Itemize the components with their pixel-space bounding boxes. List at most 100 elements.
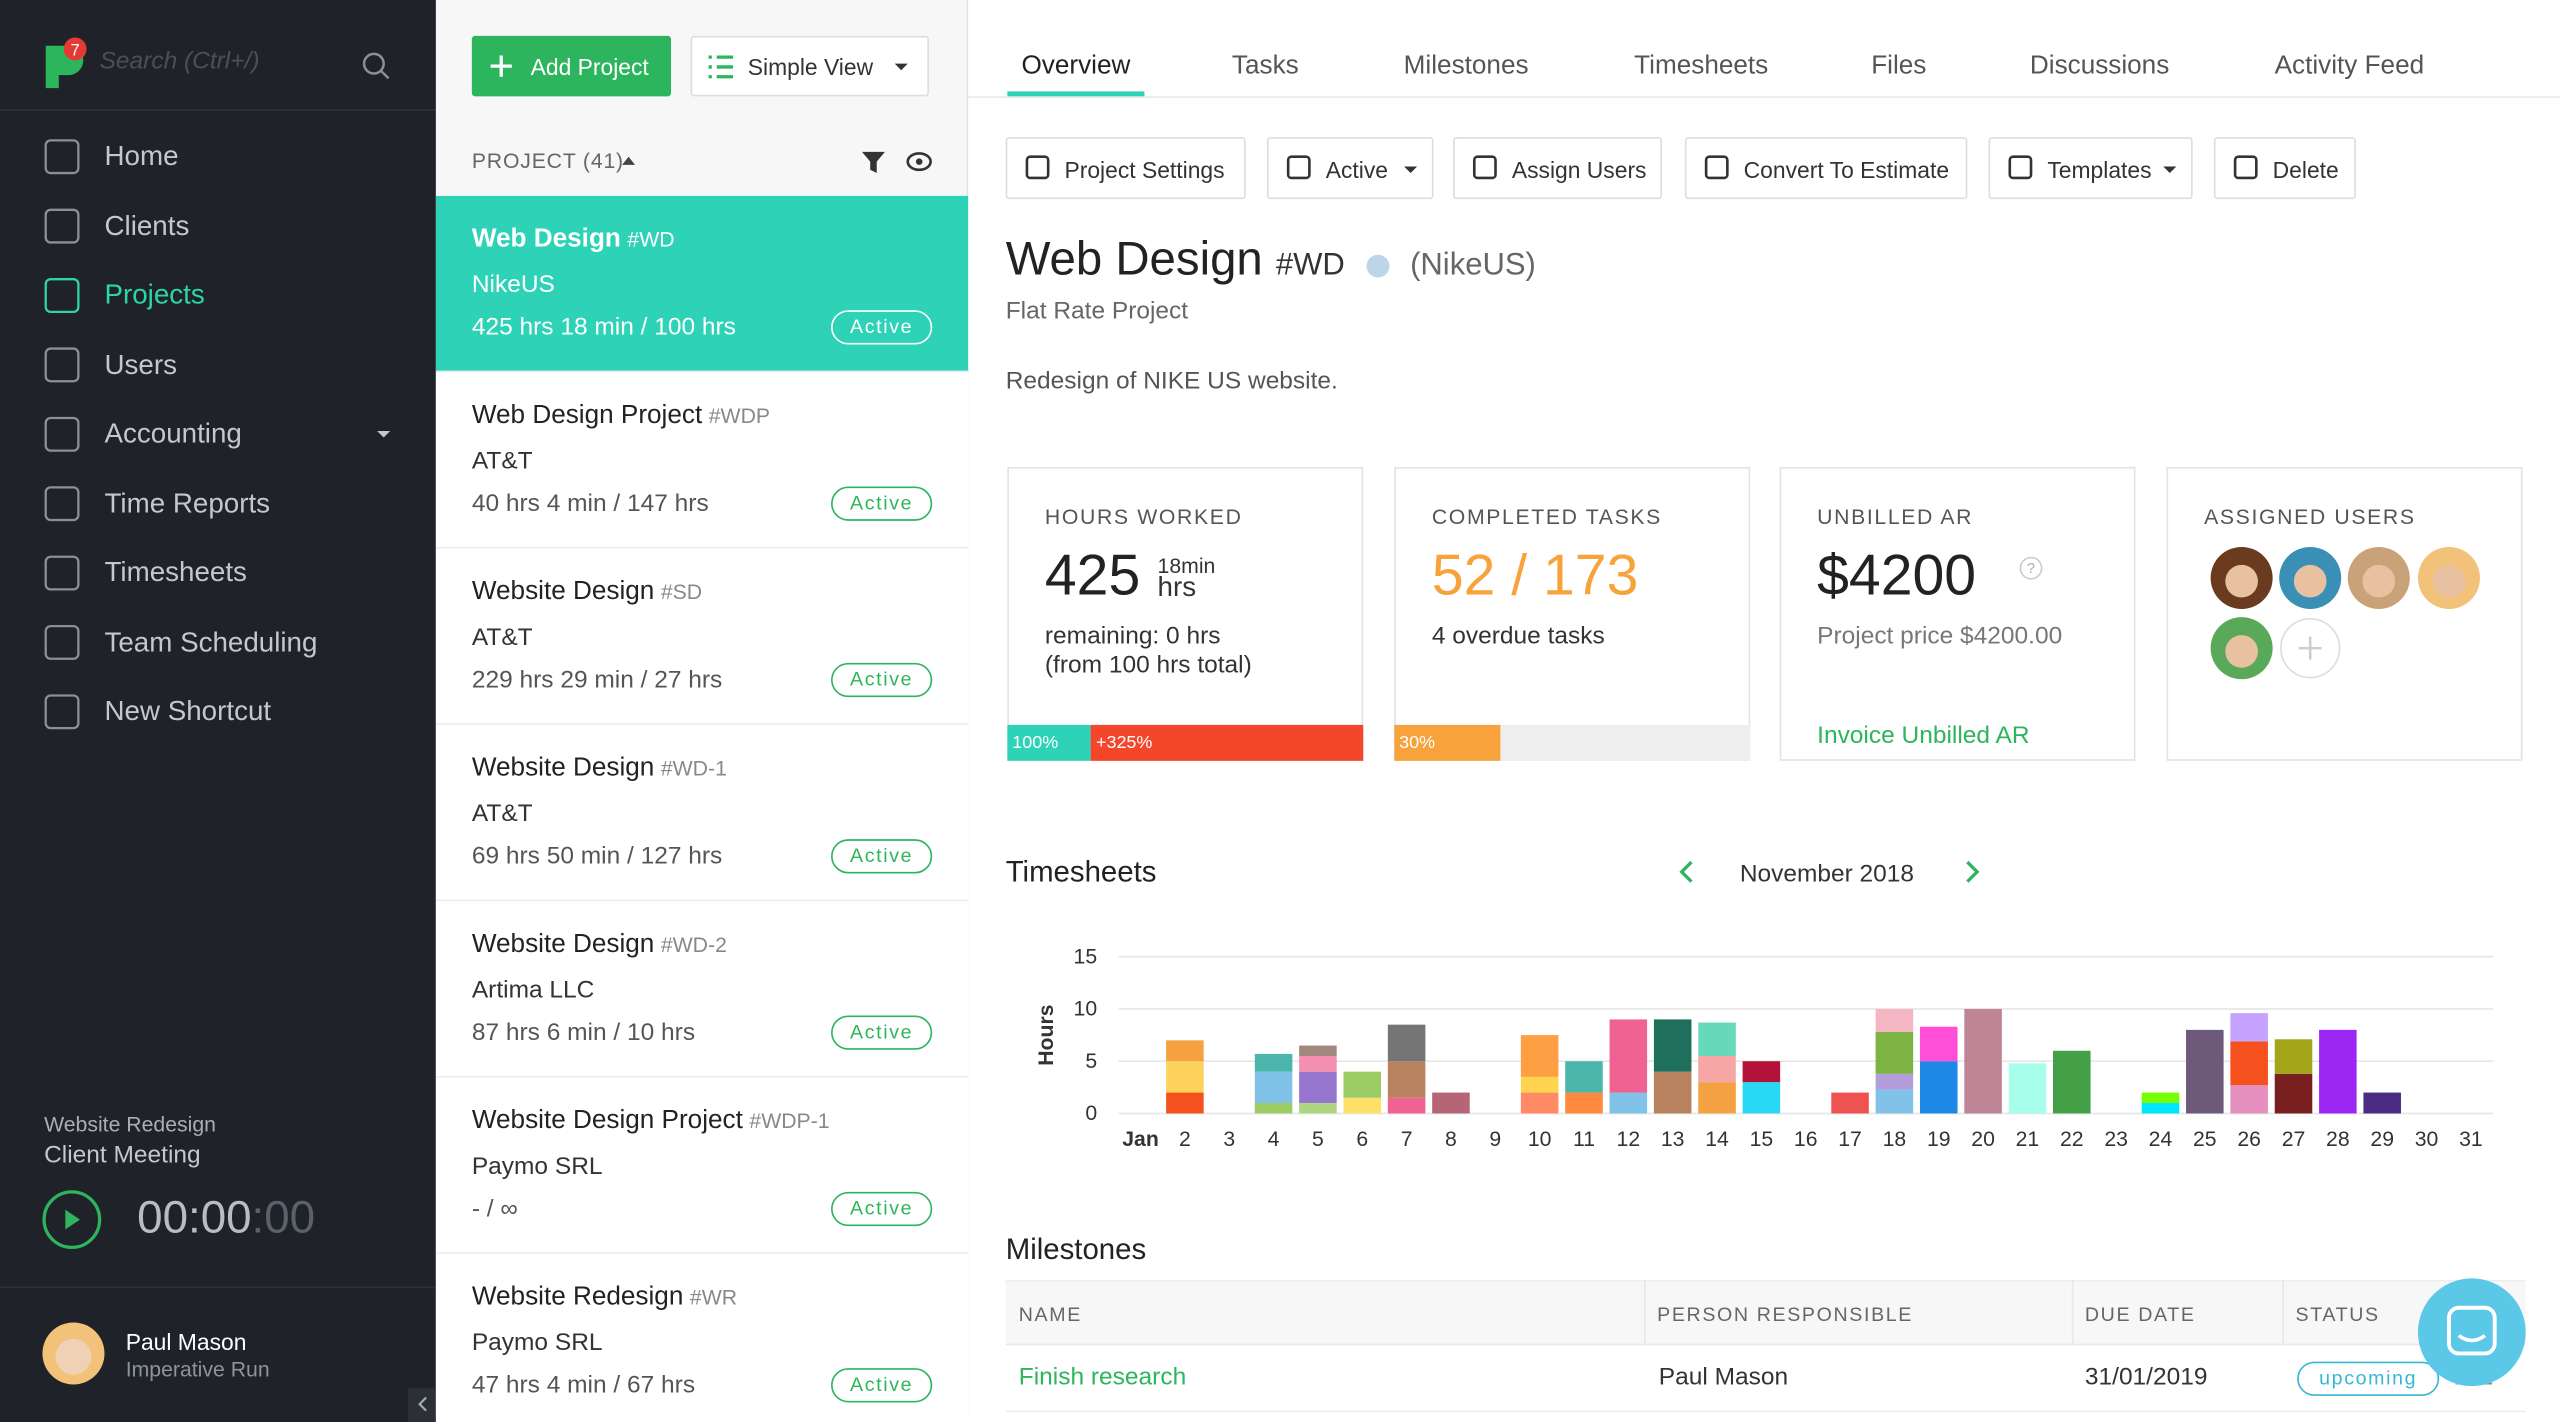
bar-segment <box>1387 1024 1426 1062</box>
bar-segment <box>1254 1053 1293 1072</box>
tab[interactable]: Discussions <box>2029 52 2170 80</box>
bar-segment <box>1609 1019 1648 1093</box>
project-client: Paymo SRL <box>471 1328 603 1357</box>
bar-segment <box>2230 1085 2268 1114</box>
tab[interactable]: Milestones <box>1403 52 1529 80</box>
milestone-name[interactable]: Finish research <box>1018 1363 1187 1392</box>
project-item[interactable]: Website Design Project #WDP-1 Paymo SRL - /… <box>435 1077 969 1254</box>
toolbar-button[interactable]: Delete <box>2213 137 2356 200</box>
y-tick-label: 5 <box>1085 1050 1097 1073</box>
bar-segment <box>1653 1071 1692 1114</box>
nav-item[interactable]: Projects <box>104 279 205 311</box>
toolbar-button[interactable]: Assign Users <box>1453 137 1663 200</box>
timer-task: Client Meeting <box>44 1141 201 1169</box>
chart-title: Timesheets <box>1006 856 1157 889</box>
bar-segment <box>1432 1092 1470 1114</box>
bar-segment <box>2319 1029 2357 1114</box>
project-item[interactable]: Website Design #SD AT&T 229 hrs 29 min / 27… <box>435 548 969 725</box>
bar-segment <box>1609 1092 1648 1114</box>
nav-item[interactable]: Clients <box>104 209 190 241</box>
divider <box>0 109 436 112</box>
card-label: ASSIGNED USERS <box>2204 504 2416 529</box>
bar-segment <box>2230 1013 2268 1042</box>
nav-item[interactable]: Home <box>104 140 179 172</box>
bar-segment <box>2186 1029 2224 1114</box>
bar-segment <box>1698 1082 1736 1114</box>
next-month[interactable] <box>1966 860 1980 883</box>
tab[interactable]: Tasks <box>1231 52 1299 80</box>
invoice-link[interactable]: Invoice Unbilled AR <box>1817 721 2030 750</box>
progress-label: +325% <box>1095 733 1153 753</box>
x-tick-label: 14 <box>1705 1128 1729 1151</box>
x-tick-label: 24 <box>2149 1128 2173 1151</box>
help-icon[interactable]: ? <box>2019 556 2043 580</box>
tab-divider <box>968 96 2560 98</box>
tab[interactable]: Overview <box>1021 52 1131 80</box>
tab[interactable]: Timesheets <box>1634 52 1769 80</box>
column-header: DUE DATE <box>2084 1302 2196 1326</box>
nav-item[interactable]: Users <box>104 348 177 380</box>
status-pill: Active <box>831 1015 933 1050</box>
toolbar-button[interactable]: Templates <box>1988 137 2193 200</box>
project-title: Website Design <box>471 577 655 606</box>
status-pill: upcoming <box>2297 1361 2440 1396</box>
project-item[interactable]: Website Design #WD-2 Artima LLC 87 hrs 6 mi… <box>435 901 969 1078</box>
bar-segment <box>1653 1019 1692 1072</box>
toolbar-button[interactable]: Convert To Estimate <box>1684 137 1968 200</box>
project-hours: 87 hrs 6 min / 10 hrs <box>471 1018 696 1047</box>
row-border <box>1005 1410 2526 1413</box>
y-tick-label: 10 <box>1074 998 1098 1021</box>
project-item[interactable]: Website Redesign #WR Paymo SRL 47 hrs 4 min… <box>435 1253 969 1422</box>
x-tick-label: 30 <box>2415 1128 2439 1151</box>
nav-item[interactable]: Team Scheduling <box>104 626 318 658</box>
bar-segment <box>1875 1073 1914 1090</box>
x-tick-label: 8 <box>1445 1128 1457 1151</box>
bar-segment <box>2274 1039 2313 1074</box>
status-pill: Active <box>831 839 933 874</box>
milestone-due: 31/01/2019 <box>2084 1363 2208 1392</box>
bar-segment <box>1299 1103 1337 1114</box>
project-code: #WDP <box>708 403 771 428</box>
bar-segment <box>1742 1061 1781 1083</box>
column-divider <box>2071 1280 2074 1346</box>
toolbar-button[interactable]: Active <box>1266 137 1434 200</box>
bar-segment <box>2141 1092 2180 1104</box>
bar-segment <box>1565 1092 1603 1114</box>
nav-item[interactable]: Time Reports <box>104 487 271 519</box>
add-project-button[interactable]: Add Project <box>471 35 672 97</box>
hours-remaining: remaining: 0 hrs <box>1044 622 1221 650</box>
project-item[interactable]: Web Design Project #WDP AT&T 40 hrs 4 min /… <box>435 372 969 549</box>
project-title: Website Design <box>471 754 655 783</box>
project-title: Website Design <box>471 930 655 959</box>
bar-segment <box>1387 1097 1426 1114</box>
project-item[interactable]: Web Design #WD NikeUS 425 hrs 18 min / 100 … <box>435 195 969 373</box>
card-label: HOURS WORKED <box>1044 504 1243 529</box>
bar-segment <box>1254 1071 1293 1104</box>
tab[interactable]: Activity Feed <box>2274 52 2425 80</box>
x-tick-label: 22 <box>2060 1128 2084 1151</box>
project-name: Website Design #SD <box>472 578 702 607</box>
user-name: Paul Mason <box>125 1328 247 1356</box>
tab[interactable]: Files <box>1871 52 1927 80</box>
simple-view-button[interactable]: Simple View <box>690 35 929 97</box>
nav-item[interactable]: New Shortcut <box>104 695 272 727</box>
project-item[interactable]: Website Design #WD-1 AT&T 69 hrs 50 min / 1… <box>435 724 969 902</box>
bar-segment <box>2274 1073 2313 1114</box>
x-tick-label: 31 <box>2459 1128 2483 1151</box>
collapse-button[interactable] <box>408 1387 436 1422</box>
button-label: Delete <box>2272 156 2339 183</box>
section-title: Milestones <box>1005 1232 1147 1266</box>
project-title: Web Design <box>471 225 621 254</box>
toolbar-button[interactable]: Project Settings <box>1005 137 1246 200</box>
status-pill: Active <box>831 1368 933 1403</box>
bar-segment <box>2141 1103 2180 1114</box>
prev-month[interactable] <box>1679 860 1693 883</box>
nav-item[interactable]: Timesheets <box>104 556 247 588</box>
project-client: AT&T <box>471 799 533 828</box>
search-input[interactable]: Search (Ctrl+/) <box>99 47 260 76</box>
x-tick-label: 20 <box>1971 1128 1995 1151</box>
nav-item[interactable]: Accounting <box>104 417 242 449</box>
x-tick-label: 23 <box>2104 1128 2128 1151</box>
